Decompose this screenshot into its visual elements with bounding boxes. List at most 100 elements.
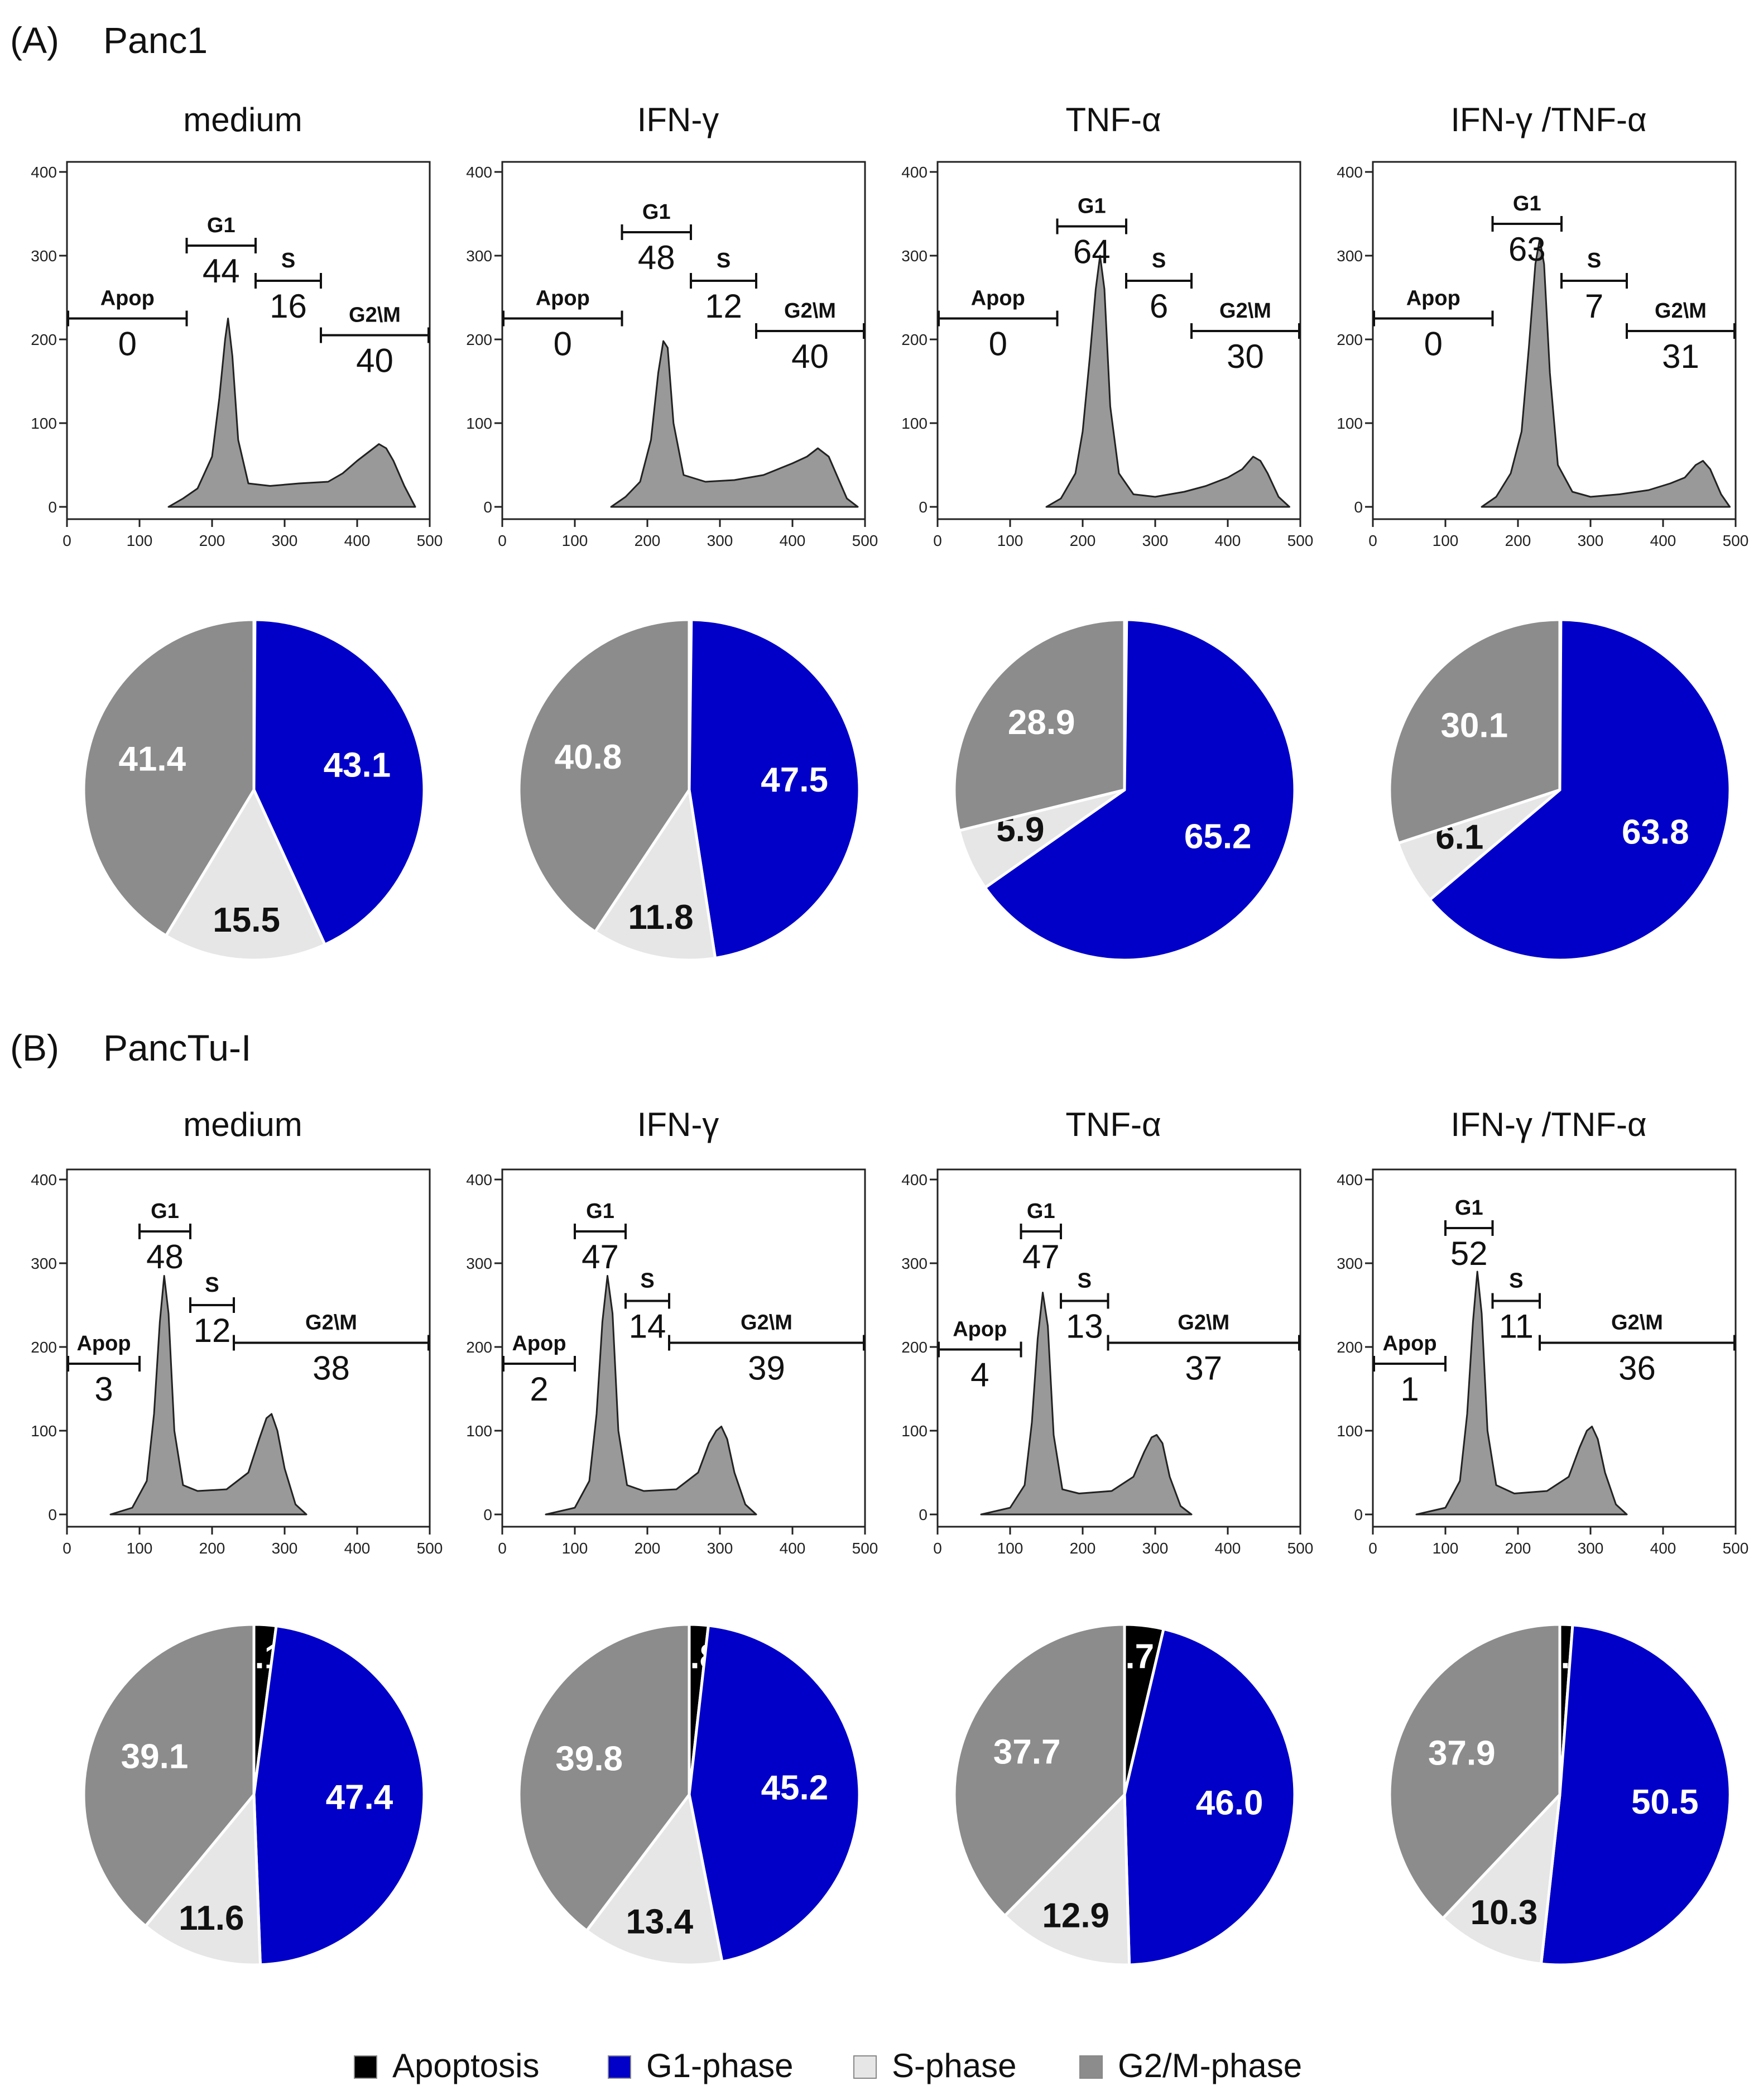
x-tick-label: 100 [562,532,588,549]
pie-slice-g1 [688,1624,861,1963]
pie-slice-s [144,1793,262,1967]
gate-name: Apop [512,1332,566,1355]
x-tick-label: 300 [1578,1540,1604,1557]
plot-frame [936,1168,1301,1528]
gate-value: 4 [970,1356,989,1394]
gate-name: G1 [151,1200,179,1223]
y-tick-label: 400 [1337,1171,1363,1188]
pie-slice-s [164,788,326,962]
condition-title: IFN-γ [637,101,719,138]
pie-chart: 0.265.25.928.9 [953,618,1296,962]
histogram: 0 100 200 300 400 0 100 200 300 400 500 Apop 4 G1 47 S 1… [901,1168,1314,1557]
histogram: 0 100 200 300 400 0 100 200 300 400 500 Apop 0 G1 48 S 1… [466,161,878,549]
histogram-area [1415,1270,1628,1516]
pie-slice-label: 47.4 [326,1778,393,1816]
gate-g2-m: G2\M 36 [1539,1311,1736,1387]
x-tick-label: 200 [1070,532,1096,549]
pie-slice-label: 63.8 [1622,813,1689,852]
gate-name: G1 [1027,1200,1055,1223]
pie-chart: 3.746.012.937.7 [953,1623,1296,1967]
gate-value: 0 [989,325,1007,363]
y-tick-label: 400 [1337,164,1363,181]
pie-chart: 0.163.86.130.1 [1388,618,1732,962]
pie-slice-g1 [1123,1627,1296,1967]
gate-apop: Apop 0 [502,287,623,363]
gate-g1: G1 44 [185,214,257,290]
gate-value: 11 [1499,1308,1534,1345]
histogram-area [167,318,416,508]
gate-name: G2\M [1655,299,1707,323]
x-tick-label: 300 [707,532,733,549]
cell-line-title: Panc1 [103,20,208,61]
y-tick-label: 0 [1354,498,1363,516]
y-tick-label: 0 [483,498,492,516]
y-tick-label: 200 [901,1339,928,1356]
gate-s: S6 [1125,249,1193,325]
gate-name: S [1509,1269,1523,1293]
pie-slice-s [1441,1793,1561,1965]
legend-label: Apoptosis [392,2047,540,2084]
x-tick-label: 400 [780,1540,806,1557]
y-tick-label: 400 [901,1171,928,1188]
condition-ifn: IFN-γ 0 100 200 300 400 0 100 200 300 400 500 Apop 2 G… [466,1106,878,1967]
y-tick-label: 400 [31,1171,57,1188]
gate-value: 48 [146,1238,184,1276]
gate-s: S 12 [690,249,757,325]
gate-value: 7 [1585,287,1603,325]
legend-item-apoptosis: Apoptosis [354,2047,540,2084]
condition-ifn: IFN-γ 0 100 200 300 400 0 100 200 300 400 500 Apop 0 G… [466,101,878,962]
histogram-area [1045,255,1290,508]
y-tick-label: 100 [466,1422,492,1440]
gate-apop: Apop 0 [938,287,1059,363]
gate-value: 0 [118,325,137,363]
pie-slice-label: 10.3 [1471,1893,1538,1932]
x-tick-label: 500 [1287,1540,1314,1557]
pie-chart: 0.143.115.541.4 [82,618,426,962]
pie-chart: 0.247.511.840.8 [517,618,861,962]
gate-name: G2\M [784,299,836,323]
gate-g2-m: G2\M 31 [1626,299,1736,375]
gate-value: 38 [313,1350,350,1387]
x-tick-label: 100 [1433,1540,1459,1557]
x-tick-label: 300 [1142,532,1169,549]
plot-frame [501,161,866,520]
gate-name: G2\M [1611,1311,1663,1335]
y-tick-label: 300 [901,1255,928,1272]
gate-apop: Apop 1 [1373,1332,1447,1408]
gate-g1: G1 47 [574,1200,627,1276]
y-tick-label: 200 [466,1339,492,1356]
y-tick-label: 200 [31,331,57,348]
histogram-area [545,1275,757,1516]
pie-slice-label: 40.8 [555,738,622,776]
gate-name: Apop [1406,287,1460,310]
pie-slice-label: 15.5 [213,901,280,939]
y-tick-label: 100 [31,1422,57,1440]
gate-apop: Apop 2 [502,1332,576,1408]
x-tick-label: 100 [997,1540,1024,1557]
pie-slice-g2m [1388,1623,1561,1920]
x-tick-label: 0 [933,532,942,549]
legend-label: G1-phase [646,2047,794,2084]
pie-slice-g2m [517,618,691,933]
x-tick-label: 200 [1070,1540,1096,1557]
pie-slice-g1 [983,618,1296,962]
gate-g1: G1 52 [1444,1196,1494,1272]
x-tick-label: 200 [199,1540,225,1557]
condition-medium: medium 0 100 200 300 400 0 100 200 300 400 500 Apop 3… [31,1106,443,1967]
x-tick-label: 200 [1505,532,1531,549]
pie-slice-label: 11.6 [179,1899,244,1938]
pie-slice-g1 [688,618,861,960]
plot-frame [936,161,1301,520]
x-tick-label: 0 [498,1540,507,1557]
y-tick-label: 200 [1337,331,1363,348]
pie-slice-label: 37.7 [993,1733,1061,1771]
cell-line-title: PancTu-I [103,1027,251,1068]
y-tick-label: 0 [919,1506,928,1523]
pie-slice-g1 [252,1624,426,1967]
pie-slice-label: 39.1 [121,1737,189,1776]
gate-g2-m: G2\M 30 [1190,299,1300,375]
x-tick-label: 200 [635,1540,661,1557]
pie-slice-g2m [82,1623,256,1928]
gate-name: Apop [1382,1332,1436,1355]
x-tick-label: 200 [635,532,661,549]
